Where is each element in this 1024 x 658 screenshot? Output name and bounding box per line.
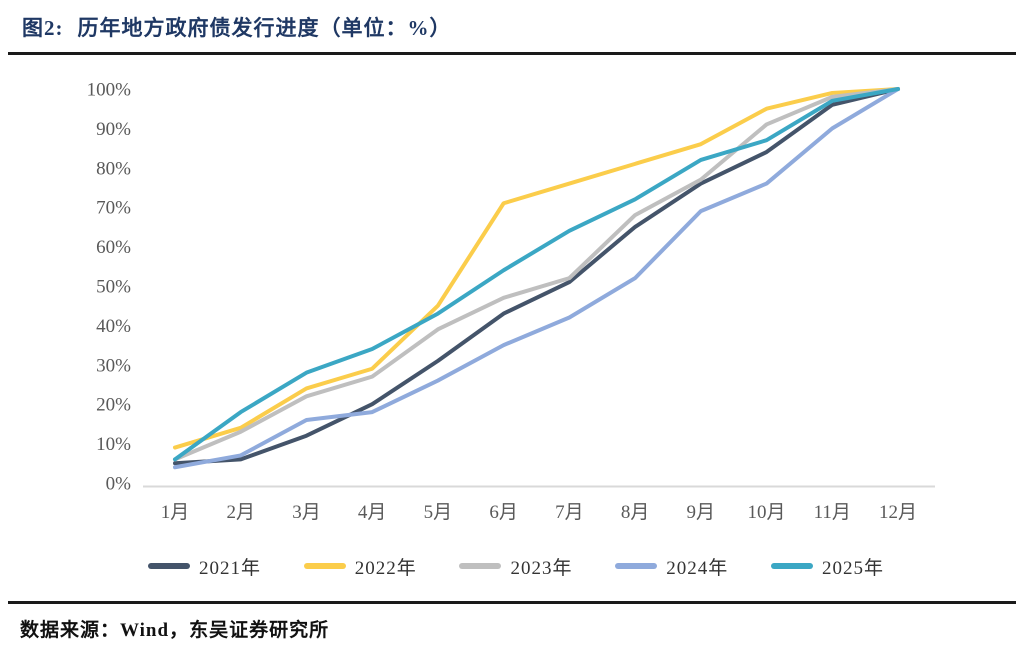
- footer-rule: [8, 601, 1016, 604]
- legend-swatch-icon: [770, 563, 813, 569]
- x-axis-tick-label: 12月: [879, 502, 917, 523]
- y-axis-tick-label: 100%: [87, 80, 132, 101]
- legend-label: 2024年: [666, 557, 729, 579]
- legend-item-2024年: 2024年: [615, 553, 728, 580]
- legend-item-2023年: 2023年: [459, 553, 572, 580]
- series-line-2025年: [173, 87, 900, 462]
- y-axis-tick-label: 50%: [96, 277, 131, 298]
- x-axis-tick-label: 6月: [489, 502, 518, 523]
- legend-label: 2022年: [354, 557, 417, 579]
- y-axis-tick-label: 0%: [106, 474, 132, 495]
- legend-item-2025年: 2025年: [770, 553, 884, 580]
- x-axis-tick-label: 4月: [358, 502, 387, 523]
- series-line-2023年: [173, 87, 900, 462]
- series-line-2021年: [173, 87, 900, 466]
- y-axis-tick-label: 90%: [96, 119, 131, 140]
- figure-title: 图2: 历年地方政府债发行进度（单位：%）: [22, 12, 452, 42]
- legend-label: 2023年: [510, 557, 573, 579]
- y-axis-tick-label: 40%: [96, 316, 131, 337]
- legend-swatch-icon: [148, 563, 190, 569]
- legend-label: 2025年: [821, 557, 884, 579]
- legend-swatch-icon: [303, 563, 346, 569]
- x-axis-tick-label: 10月: [748, 502, 786, 523]
- x-axis-tick-label: 1月: [161, 502, 190, 523]
- x-axis-tick-label: 8月: [621, 502, 650, 523]
- legend-swatch-icon: [615, 563, 658, 569]
- legend-item-2022年: 2022年: [303, 553, 417, 580]
- figure-label: 图2:: [22, 16, 64, 40]
- y-axis-tick-label: 80%: [96, 158, 131, 179]
- y-axis-tick-label: 60%: [96, 237, 131, 258]
- legend-item-2021年: 2021年: [148, 553, 261, 580]
- data-source-text: 数据来源：Wind，东吴证券研究所: [20, 620, 330, 641]
- x-axis-tick-label: 2月: [226, 502, 255, 523]
- chart-legend: 2021年 2022年 2023年 2024年 2025年: [148, 552, 884, 580]
- x-axis-tick-label: 9月: [687, 502, 716, 523]
- x-axis-tick-label: 7月: [555, 502, 584, 523]
- figure-title-text: 历年地方政府债发行进度（单位：%）: [77, 16, 452, 40]
- y-axis-tick-label: 20%: [96, 395, 131, 416]
- y-axis-tick-label: 70%: [96, 198, 131, 219]
- y-axis-tick-label: 10%: [96, 434, 131, 455]
- series-line-2024年: [173, 87, 900, 470]
- x-axis-tick-label: 11月: [814, 502, 851, 523]
- header-rule: [8, 52, 1016, 55]
- x-axis-tick-label: 5月: [424, 502, 453, 523]
- legend-label: 2021年: [199, 557, 262, 579]
- y-axis-tick-label: 30%: [96, 355, 131, 376]
- x-axis-tick-label: 3月: [292, 502, 321, 523]
- legend-swatch-icon: [459, 563, 502, 569]
- series-line-2022年: [173, 87, 900, 450]
